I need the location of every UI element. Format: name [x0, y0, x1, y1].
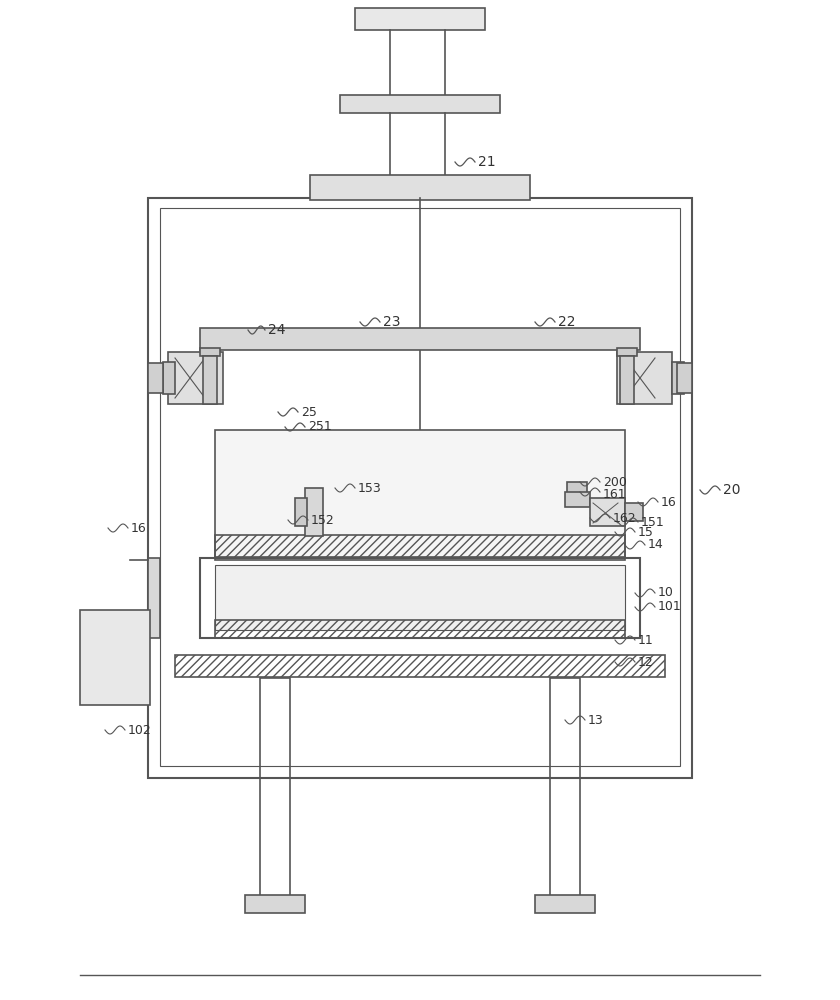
Text: 16: 16 [661, 495, 677, 508]
Text: 13: 13 [588, 714, 604, 726]
Text: 16: 16 [131, 522, 147, 534]
Text: 102: 102 [128, 724, 152, 736]
Text: 14: 14 [648, 538, 664, 552]
Bar [148, 198, 692, 778]
Bar [200, 348, 220, 356]
Bar [625, 503, 643, 521]
Bar [80, 610, 150, 705]
Bar [355, 8, 485, 30]
Text: 162: 162 [613, 512, 637, 524]
Bar [148, 363, 163, 393]
Bar [550, 678, 580, 908]
Bar [340, 95, 500, 113]
Bar [617, 352, 672, 404]
Text: 151: 151 [641, 516, 664, 528]
Bar [200, 328, 640, 350]
Bar [565, 492, 590, 507]
Text: 101: 101 [658, 600, 682, 613]
Text: 20: 20 [723, 483, 741, 497]
Text: 12: 12 [638, 656, 654, 668]
Bar [215, 565, 625, 630]
Bar [148, 558, 160, 638]
Bar [260, 678, 290, 908]
Bar [163, 362, 175, 394]
Text: 25: 25 [301, 406, 317, 418]
Bar [620, 356, 634, 404]
Text: 22: 22 [558, 315, 575, 329]
Bar [245, 895, 305, 913]
Bar [168, 352, 223, 404]
Bar [590, 498, 625, 526]
Bar [215, 620, 625, 638]
Bar [310, 175, 530, 200]
Text: 24: 24 [268, 323, 286, 337]
Text: 251: 251 [308, 420, 332, 434]
Bar [215, 535, 625, 557]
Text: 153: 153 [358, 482, 381, 494]
Bar [160, 208, 680, 766]
Bar [295, 498, 307, 526]
Text: 11: 11 [638, 634, 654, 647]
Text: 15: 15 [638, 526, 654, 538]
Bar [203, 356, 217, 404]
Bar [305, 488, 323, 536]
Bar [567, 482, 587, 500]
Bar [617, 348, 637, 356]
Bar [200, 558, 640, 638]
Bar [215, 430, 625, 560]
Bar [535, 895, 595, 913]
Text: 23: 23 [383, 315, 401, 329]
Text: 200: 200 [603, 476, 627, 488]
Text: 152: 152 [311, 514, 335, 526]
Bar [175, 655, 665, 677]
Text: 161: 161 [603, 488, 627, 502]
Text: 10: 10 [658, 586, 674, 599]
Bar [677, 363, 692, 393]
Bar [672, 362, 684, 394]
Text: 21: 21 [478, 155, 496, 169]
